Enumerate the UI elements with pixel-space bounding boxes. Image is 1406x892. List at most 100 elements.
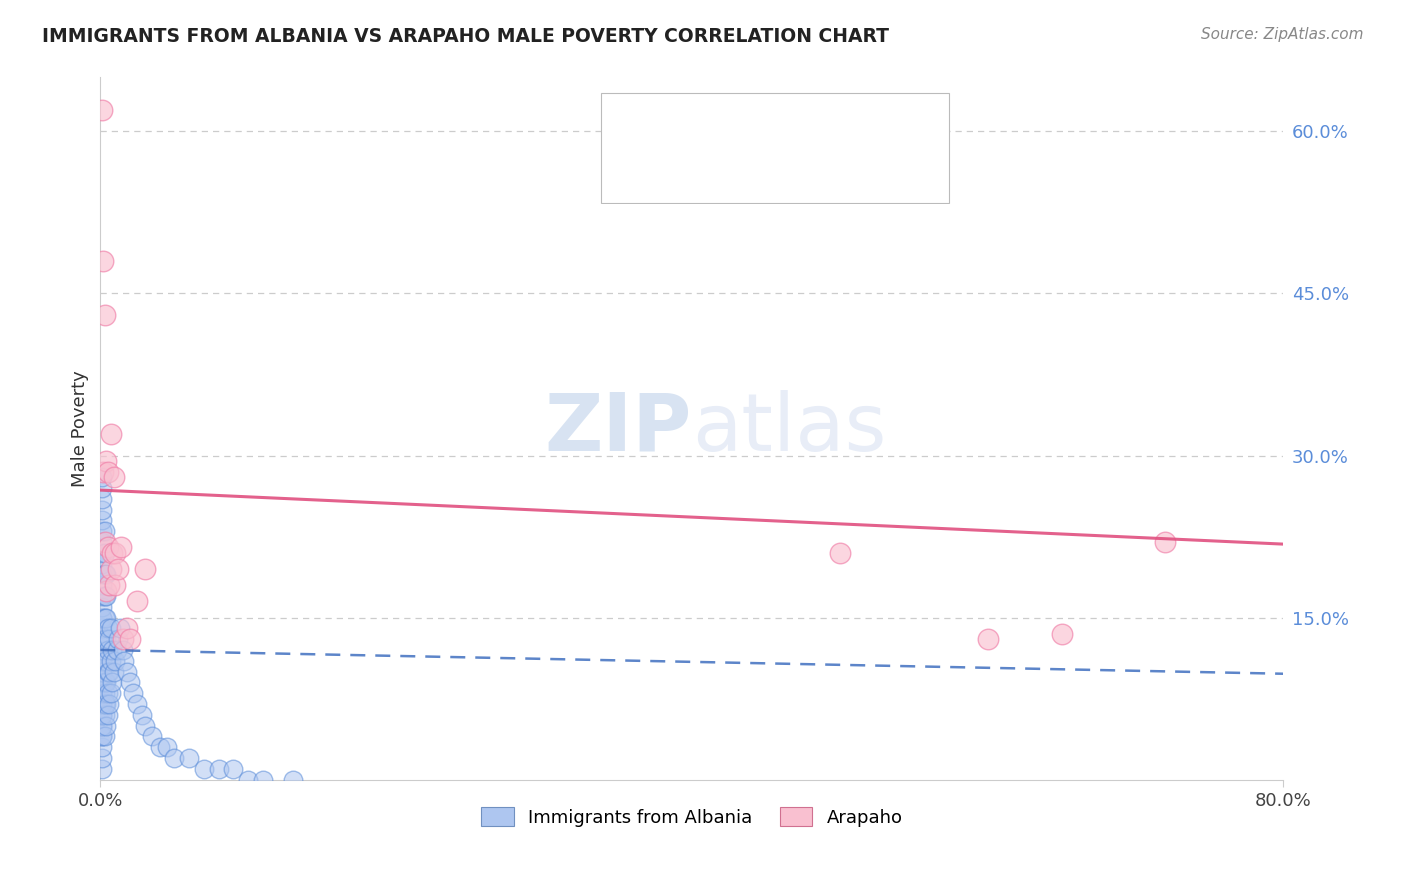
Point	[90, 502, 112, 516]
Point	[90, 610, 112, 624]
Point	[101, 546, 124, 560]
Legend: Immigrants from Albania, Arapaho: Immigrants from Albania, Arapaho	[474, 800, 910, 834]
Point	[90, 675, 112, 690]
Text: Source: ZipAtlas.com: Source: ZipAtlas.com	[1201, 27, 1364, 42]
Point	[94, 610, 117, 624]
Point	[94, 535, 117, 549]
Point	[115, 665, 138, 679]
Point	[90, 632, 112, 647]
Point	[97, 707, 120, 722]
Point	[97, 541, 120, 555]
Point	[828, 546, 851, 560]
Point	[103, 665, 125, 679]
Point	[94, 567, 117, 582]
Point	[90, 524, 112, 538]
Point	[238, 772, 260, 787]
Point	[90, 103, 112, 117]
Point	[94, 654, 117, 668]
Point	[96, 675, 118, 690]
Point	[97, 643, 120, 657]
Point	[90, 697, 112, 711]
Point	[90, 546, 112, 560]
Point	[100, 621, 122, 635]
Point	[90, 654, 112, 668]
Point	[100, 686, 122, 700]
Point	[115, 621, 138, 635]
Point	[131, 707, 153, 722]
Point	[90, 535, 112, 549]
Point	[134, 718, 156, 732]
Point	[252, 772, 274, 787]
Point	[90, 665, 112, 679]
Point	[90, 697, 112, 711]
Point	[222, 762, 245, 776]
Point	[90, 610, 112, 624]
Point	[111, 632, 134, 647]
Point	[90, 643, 112, 657]
Point	[94, 524, 117, 538]
Point	[97, 465, 120, 479]
Point	[976, 632, 998, 647]
Point	[112, 654, 135, 668]
Text: ZIP: ZIP	[544, 390, 692, 467]
Point	[94, 308, 117, 322]
Y-axis label: Male Poverty: Male Poverty	[72, 370, 89, 487]
Point	[91, 465, 114, 479]
Point	[107, 562, 129, 576]
Point	[94, 686, 117, 700]
Point	[134, 562, 156, 576]
Point	[105, 643, 128, 657]
Point	[118, 632, 141, 647]
Point	[94, 675, 117, 690]
Text: IMMIGRANTS FROM ALBANIA VS ARAPAHO MALE POVERTY CORRELATION CHART: IMMIGRANTS FROM ALBANIA VS ARAPAHO MALE …	[42, 27, 889, 45]
Point	[90, 730, 112, 744]
Point	[98, 697, 121, 711]
Point	[90, 513, 112, 527]
Point	[101, 675, 124, 690]
Point	[96, 654, 118, 668]
Point	[96, 632, 118, 647]
Point	[90, 686, 112, 700]
Point	[96, 454, 118, 468]
Point	[90, 567, 112, 582]
Point	[101, 643, 124, 657]
Point	[127, 594, 149, 608]
Point	[103, 470, 125, 484]
Point	[90, 621, 112, 635]
Point	[98, 578, 121, 592]
Point	[90, 675, 112, 690]
Point	[208, 762, 231, 776]
Point	[107, 632, 129, 647]
Point	[177, 751, 200, 765]
Point	[90, 762, 112, 776]
Point	[90, 557, 112, 571]
Point	[281, 772, 304, 787]
Point	[96, 718, 118, 732]
Point	[141, 730, 163, 744]
Point	[90, 718, 112, 732]
Point	[90, 707, 112, 722]
Point	[94, 546, 117, 560]
Point	[96, 567, 118, 582]
Point	[90, 470, 112, 484]
Point	[98, 665, 121, 679]
Point	[148, 740, 170, 755]
Point	[104, 578, 127, 592]
Point	[127, 697, 149, 711]
Point	[94, 589, 117, 603]
Point	[94, 707, 117, 722]
Text: atlas: atlas	[692, 390, 886, 467]
Point	[90, 751, 112, 765]
Point	[90, 632, 112, 647]
Point	[100, 426, 122, 441]
Point	[97, 621, 120, 635]
Point	[90, 707, 112, 722]
Point	[90, 730, 112, 744]
Point	[91, 254, 114, 268]
Point	[90, 621, 112, 635]
Point	[96, 610, 118, 624]
Point	[90, 643, 112, 657]
Point	[90, 718, 112, 732]
Point	[94, 632, 117, 647]
Point	[90, 665, 112, 679]
